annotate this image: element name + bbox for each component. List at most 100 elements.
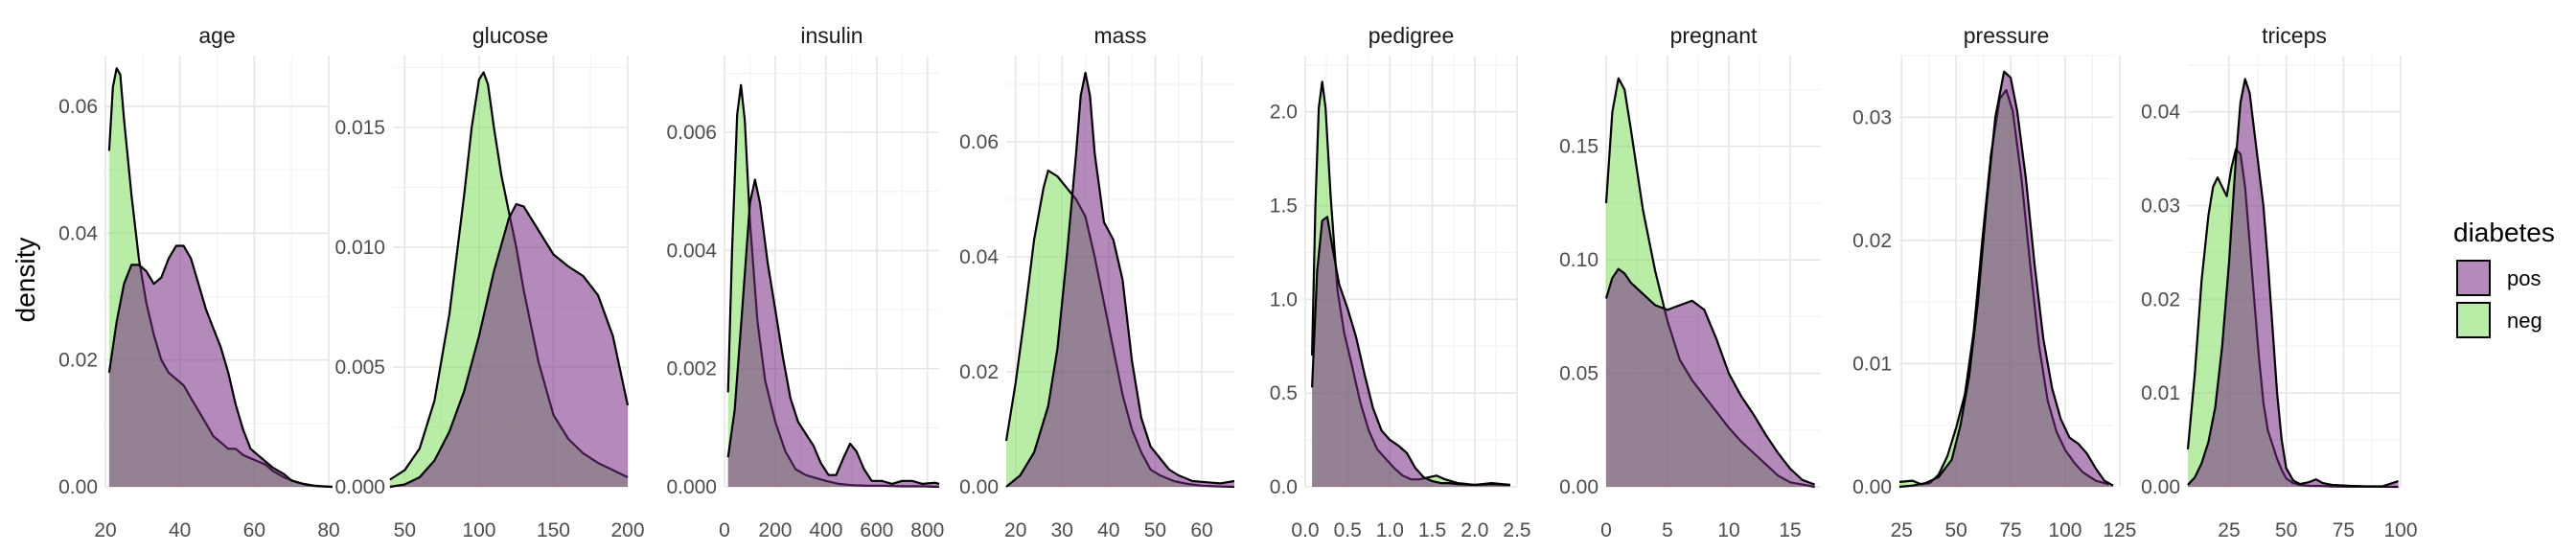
panel-title: insulin xyxy=(800,23,862,48)
x-tick-label: 75 xyxy=(1999,519,2021,541)
x-tick-label: 80 xyxy=(317,519,339,541)
panel-pedigree: pedigree 0.0 0.5 1.0 1.5 2.0 0.0 0.5 1.0 1.5 2.0 2.… xyxy=(1270,23,1531,541)
y-tick-label: 0.0 xyxy=(1270,476,1298,498)
panel-glucose: glucose 0.000 0.005 0.010 0.015 50 100 150 200 xyxy=(334,23,644,541)
density-area-pos xyxy=(389,204,628,487)
y-tick-label: 0.002 xyxy=(666,358,717,380)
y-tick-label: 0.10 xyxy=(1559,249,1598,271)
y-tick-label: 0.005 xyxy=(334,356,385,379)
x-tick-label: 0.5 xyxy=(1334,519,1362,541)
panel-title: triceps xyxy=(2262,23,2327,48)
panel-title: pedigree xyxy=(1368,23,1455,48)
y-tick-label: 1.5 xyxy=(1270,196,1298,218)
y-tick-label: 0.03 xyxy=(2141,196,2180,218)
y-tick-label: 0.04 xyxy=(959,246,999,268)
y-tick-label: 2.0 xyxy=(1270,102,1298,124)
y-tick-label: 0.04 xyxy=(2141,102,2180,124)
density-curve-pos xyxy=(389,202,630,489)
density-area-pos xyxy=(1312,217,1510,488)
panel-pressure: pressure 0.00 0.01 0.02 0.03 25 50 75 100 125 xyxy=(1852,23,2136,541)
legend-swatch-pos xyxy=(2456,260,2491,296)
density-curve-pos xyxy=(2187,78,2399,488)
y-axis-label: density xyxy=(11,238,40,323)
panel-title: pressure xyxy=(1964,23,2049,48)
x-tick-label: 10 xyxy=(1717,519,1739,541)
x-tick-label: 100 xyxy=(462,519,495,541)
y-tick-label: 0.04 xyxy=(58,222,98,244)
x-tick-label: 60 xyxy=(243,519,265,541)
y-tick-label: 0.00 xyxy=(58,476,98,498)
y-tick-label: 0.01 xyxy=(2141,382,2180,404)
panel-age: age 0.00 0.02 0.04 0.06 20 40 60 80 xyxy=(58,23,340,541)
x-tick-label: 100 xyxy=(2048,519,2082,541)
legend-title: diabetes xyxy=(2453,218,2555,247)
density-area-pos xyxy=(727,179,939,487)
x-tick-label: 50 xyxy=(1144,519,1166,541)
y-tick-label: 0.02 xyxy=(959,361,999,383)
x-tick-label: 50 xyxy=(1944,519,1966,541)
panel-mass: mass 0.00 0.02 0.04 0.06 20 30 40 50 60 xyxy=(959,23,1235,541)
y-tick-label: 0.000 xyxy=(666,476,717,498)
x-tick-label: 200 xyxy=(610,519,644,541)
panel-title: mass xyxy=(1094,23,1147,48)
x-tick-label: 2.5 xyxy=(1503,519,1530,541)
y-tick-label: 0.15 xyxy=(1559,136,1598,158)
x-tick-label: 400 xyxy=(809,519,842,541)
x-tick-label: 20 xyxy=(94,519,116,541)
panel-title: pregnant xyxy=(1670,23,1758,48)
legend-swatch-neg xyxy=(2456,302,2491,338)
y-tick-label: 0.01 xyxy=(1852,353,1892,375)
y-tick-label: 0.5 xyxy=(1270,382,1298,404)
density-area-pos xyxy=(1899,71,2113,487)
density-curve-pos xyxy=(1898,70,2114,489)
x-tick-label: 125 xyxy=(2103,519,2136,541)
x-tick-label: 60 xyxy=(1190,519,1212,541)
panel-insulin: insulin 0.000 0.002 0.004 0.006 0 200 400 600 800 xyxy=(666,23,944,541)
x-tick-label: 15 xyxy=(1779,519,1801,541)
panel-title: glucose xyxy=(472,23,548,48)
y-tick-label: 0.00 xyxy=(1559,476,1598,498)
x-tick-label: 1.5 xyxy=(1418,519,1446,541)
x-tick-label: 0.0 xyxy=(1291,519,1319,541)
x-tick-label: 0 xyxy=(1600,519,1612,541)
x-tick-label: 1.0 xyxy=(1376,519,1404,541)
legend-label-pos: pos xyxy=(2507,266,2541,290)
x-tick-label: 20 xyxy=(1004,519,1026,541)
x-tick-label: 50 xyxy=(2275,519,2297,541)
y-tick-label: 1.0 xyxy=(1270,288,1298,310)
x-tick-label: 75 xyxy=(2333,519,2355,541)
x-tick-label: 600 xyxy=(860,519,893,541)
density-area-pos xyxy=(1006,73,1234,487)
y-tick-label: 0.02 xyxy=(1852,230,1892,252)
x-tick-label: 200 xyxy=(758,519,792,541)
y-tick-label: 0.03 xyxy=(1852,106,1892,128)
y-tick-label: 0.010 xyxy=(334,237,385,259)
x-tick-label: 50 xyxy=(394,519,416,541)
x-tick-label: 2.0 xyxy=(1460,519,1488,541)
x-tick-label: 150 xyxy=(537,519,570,541)
y-tick-label: 0.006 xyxy=(666,122,717,144)
y-tick-label: 0.02 xyxy=(2141,288,2180,310)
y-tick-label: 0.00 xyxy=(2141,476,2180,498)
panel-pregnant: pregnant 0.00 0.05 0.10 0.15 0 5 10 15 xyxy=(1559,23,1821,541)
y-tick-label: 0.05 xyxy=(1559,363,1598,385)
density-curve-pos xyxy=(1005,71,1235,488)
y-tick-label: 0.00 xyxy=(1852,476,1892,498)
y-tick-label: 0.06 xyxy=(959,131,999,153)
legend: diabetes pos neg xyxy=(2453,218,2555,339)
x-tick-label: 25 xyxy=(1891,519,1913,541)
density-curve-pos xyxy=(726,178,940,485)
y-tick-label: 0.004 xyxy=(666,240,717,262)
y-tick-label: 0.02 xyxy=(58,350,98,372)
x-tick-label: 40 xyxy=(1097,519,1119,541)
x-tick-label: 5 xyxy=(1662,519,1673,541)
y-tick-label: 0.015 xyxy=(334,117,385,139)
x-tick-label: 25 xyxy=(2218,519,2240,541)
density-area-pos xyxy=(2188,79,2399,487)
panel-triceps: triceps 0.00 0.01 0.02 0.03 0.04 25 50 75 100 xyxy=(2141,23,2417,541)
density-curve-pos xyxy=(107,244,333,489)
density-curve-pos xyxy=(1311,216,1510,487)
x-tick-label: 800 xyxy=(910,519,944,541)
